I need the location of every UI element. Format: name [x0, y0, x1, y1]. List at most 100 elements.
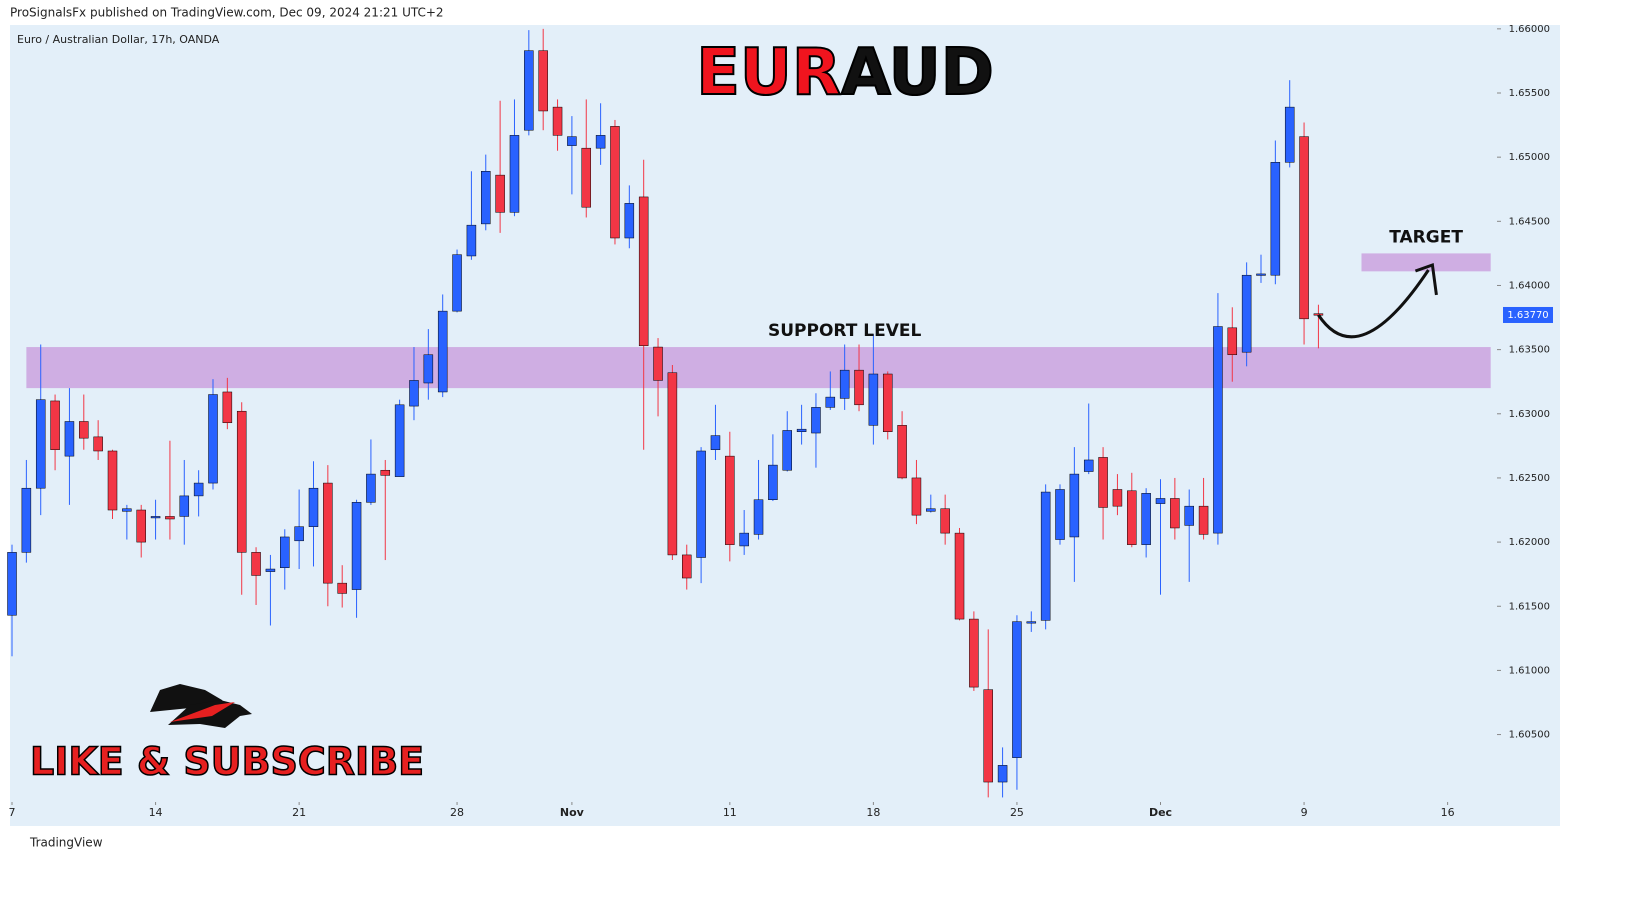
candle-body	[524, 50, 534, 131]
candle-body	[681, 554, 692, 579]
x-tick-label: 21	[292, 806, 306, 819]
candle-body	[481, 171, 491, 225]
candle-body	[437, 310, 448, 393]
x-tick-label: 7	[9, 806, 16, 819]
candle-body	[50, 400, 60, 450]
candle-body	[811, 407, 821, 434]
candle-body	[1098, 457, 1108, 508]
candle-body	[193, 482, 204, 497]
candle-body	[351, 502, 362, 590]
candle-body	[294, 526, 304, 542]
candle-body	[394, 404, 405, 477]
candle-body	[610, 126, 620, 239]
candle-body	[1241, 274, 1252, 353]
x-tick-label: Nov	[560, 806, 585, 819]
candle-body	[208, 394, 218, 484]
candle-body	[739, 532, 749, 547]
target-arrow	[1317, 269, 1430, 339]
candle-body	[21, 487, 32, 553]
x-tick-label: Dec	[1149, 806, 1172, 819]
zone-label: TARGET	[1389, 227, 1463, 247]
candle-body	[897, 425, 907, 479]
candle-body	[696, 450, 706, 558]
candle-body	[638, 196, 649, 347]
candle-body	[1313, 313, 1324, 316]
watermark: LIKE & SUBSCRIBE	[30, 740, 424, 784]
candle-body	[236, 410, 247, 553]
candle-body	[323, 482, 333, 584]
x-tick-label: 18	[866, 806, 880, 819]
logo	[150, 684, 252, 728]
subtitle: Euro / Australian Dollar, 17h, OANDA	[17, 33, 220, 46]
title-part: AUD	[841, 36, 994, 110]
candle-body	[1299, 136, 1309, 320]
candle-body	[1040, 491, 1051, 621]
y-tick-label: 1.63500	[1509, 345, 1550, 356]
header: ProSignalsFx published on TradingView.co…	[10, 6, 444, 20]
candle-body	[1227, 327, 1238, 356]
candle-body	[567, 136, 577, 146]
candle-body	[1127, 490, 1137, 545]
y-tick-label: 1.63000	[1509, 409, 1550, 420]
candle-body	[1112, 489, 1123, 507]
candle-body	[466, 224, 477, 257]
candle-body	[1270, 162, 1281, 276]
candle-body	[136, 509, 146, 543]
candle-body	[64, 421, 75, 457]
zone	[1361, 253, 1491, 272]
candle-body	[710, 435, 721, 450]
candle-body	[1213, 326, 1223, 534]
candle-body	[595, 135, 606, 149]
y-tick-label: 1.61500	[1509, 601, 1550, 612]
candle-body	[452, 254, 462, 312]
candle-body	[969, 618, 979, 688]
candle-body	[1256, 273, 1266, 276]
candle-body	[1184, 505, 1194, 526]
x-tick-label: 14	[149, 806, 163, 819]
candle-body	[552, 106, 563, 136]
zone	[26, 347, 1491, 389]
logo-arrow	[170, 702, 235, 722]
y-tick-label: 1.65500	[1509, 88, 1550, 99]
price-tag	[1503, 306, 1553, 323]
candle-body	[79, 421, 89, 439]
candle-body	[509, 135, 520, 213]
candle-body	[581, 147, 592, 208]
candle-body	[165, 516, 175, 520]
candle-body	[983, 689, 993, 783]
x-tick-label: 11	[723, 806, 737, 819]
candle-body	[997, 765, 1008, 783]
candle-body	[1170, 498, 1180, 529]
y-tick-label: 1.64500	[1509, 216, 1550, 227]
y-tick-label: 1.62000	[1509, 537, 1550, 548]
y-tick-label: 1.65000	[1509, 152, 1550, 163]
candle-body	[222, 391, 233, 424]
price-tag-label: 1.63770	[1507, 310, 1548, 321]
arrow-head	[1414, 262, 1438, 296]
candle-body	[423, 354, 434, 384]
candle-body	[107, 450, 118, 511]
candle-body	[251, 552, 261, 576]
candle-body	[940, 508, 950, 534]
chart-title: EURAUD	[696, 36, 994, 110]
candle-body	[954, 532, 965, 620]
candle-body	[1083, 459, 1094, 472]
x-tick-label: 16	[1441, 806, 1455, 819]
y-tick-label: 1.61000	[1509, 665, 1550, 676]
y-tick-label: 1.62500	[1509, 473, 1550, 484]
candle-body	[768, 464, 778, 501]
candle-body	[882, 373, 893, 432]
candle-body	[308, 487, 319, 527]
y-tick-label: 1.64000	[1509, 280, 1550, 291]
candle-body	[796, 428, 807, 432]
candle-body	[380, 469, 391, 476]
candle-body	[409, 380, 419, 407]
candle-body	[725, 455, 735, 545]
candle-body	[538, 50, 548, 112]
y-tick-label: 1.66000	[1509, 24, 1550, 35]
candle-body	[337, 582, 347, 594]
candle-body	[179, 495, 190, 517]
candle-body	[265, 568, 276, 572]
y-tick-label: 1.60500	[1509, 730, 1550, 741]
